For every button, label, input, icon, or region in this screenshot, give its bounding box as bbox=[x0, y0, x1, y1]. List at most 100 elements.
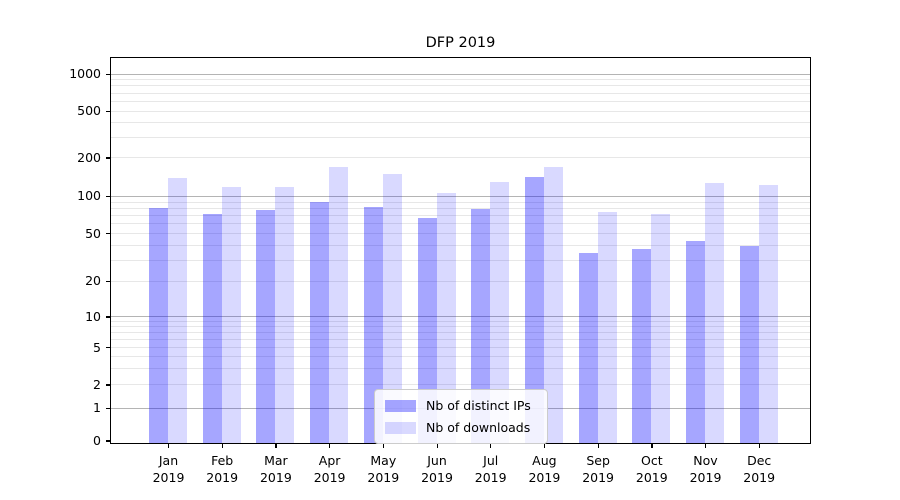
bar-downloads-jan bbox=[168, 178, 187, 443]
x-tick-mark-oct bbox=[651, 444, 653, 448]
x-tick-label-nov: Nov 2019 bbox=[689, 453, 722, 485]
x-tick-mark-jan bbox=[168, 444, 170, 448]
y-tick-mark-20 bbox=[105, 280, 110, 283]
x-tick-label-mar: Mar 2019 bbox=[259, 453, 292, 485]
y-tick-mark-5 bbox=[105, 347, 110, 349]
y-tick-label-1: 1 bbox=[93, 400, 101, 416]
x-tick-label-jun: Jun 2019 bbox=[421, 453, 453, 485]
bar-distinct-ips-oct bbox=[632, 248, 652, 443]
y-tick-label-50: 50 bbox=[85, 225, 101, 241]
gridline-10 bbox=[111, 316, 810, 318]
bar-downloads-oct bbox=[651, 213, 671, 443]
y-tick-label-100: 100 bbox=[77, 188, 101, 204]
x-tick-label-dec: Dec 2019 bbox=[743, 453, 776, 485]
gridline-500 bbox=[111, 110, 810, 112]
x-tick-mark-mar bbox=[275, 444, 277, 448]
x-tick-label-sep: Sep 2019 bbox=[582, 453, 614, 485]
x-tick-mark-aug bbox=[543, 444, 546, 448]
y-tick-label-2: 2 bbox=[93, 376, 101, 392]
bar-downloads-mar bbox=[275, 186, 295, 443]
x-tick-label-feb: Feb 2019 bbox=[206, 453, 239, 485]
gridline-1000 bbox=[111, 73, 810, 75]
gridline-50 bbox=[111, 233, 810, 235]
bar-distinct-ips-feb bbox=[202, 213, 222, 443]
y-tick-mark-200 bbox=[105, 157, 110, 159]
x-tick-mark-apr bbox=[329, 444, 331, 448]
gridline-40 bbox=[111, 244, 810, 246]
plot-area: Nb of distinct IPs Nb of downloads bbox=[110, 57, 811, 444]
y-tick-label-10: 10 bbox=[85, 308, 101, 324]
gridline-80 bbox=[111, 207, 810, 209]
chart-title: DFP 2019 bbox=[425, 35, 496, 51]
legend-swatch-downloads bbox=[385, 421, 416, 434]
x-tick-mark-feb bbox=[221, 444, 223, 448]
gridline-9 bbox=[111, 320, 810, 322]
bar-downloads-aug bbox=[543, 167, 563, 443]
legend-label-distinct-ips: Nb of distinct IPs bbox=[426, 398, 531, 413]
gridline-100 bbox=[111, 195, 810, 197]
y-tick-label-200: 200 bbox=[77, 149, 101, 165]
bar-distinct-ips-mar bbox=[256, 210, 276, 443]
y-tick-label-500: 500 bbox=[77, 103, 101, 119]
x-tick-mark-dec bbox=[758, 444, 760, 448]
bar-distinct-ips-jan bbox=[149, 207, 168, 443]
x-tick-label-oct: Oct 2019 bbox=[635, 453, 668, 485]
x-tick-label-apr: Apr 2019 bbox=[313, 453, 346, 485]
x-tick-mark-sep bbox=[597, 444, 599, 448]
y-tick-label-0: 0 bbox=[93, 432, 101, 448]
gridline-70 bbox=[111, 215, 810, 217]
bar-downloads-feb bbox=[221, 187, 241, 443]
gridline-3 bbox=[111, 367, 810, 369]
x-tick-mark-nov bbox=[705, 444, 707, 448]
x-tick-label-aug: Aug 2019 bbox=[528, 453, 561, 485]
bar-downloads-apr bbox=[329, 166, 349, 443]
y-tick-mark-500 bbox=[105, 110, 110, 112]
gridline-7 bbox=[111, 332, 810, 334]
gridline-90 bbox=[111, 201, 810, 203]
legend-label-downloads: Nb of downloads bbox=[426, 420, 531, 435]
bar-downloads-dec bbox=[758, 185, 778, 443]
gridline-400 bbox=[111, 121, 810, 123]
x-tick-label-jul: Jul 2019 bbox=[474, 453, 507, 485]
gridlines-layer bbox=[111, 58, 810, 443]
bar-distinct-ips-apr bbox=[310, 202, 330, 443]
bar-downloads-jun bbox=[436, 193, 456, 443]
gridline-600 bbox=[111, 100, 810, 102]
bar-distinct-ips-dec bbox=[739, 245, 759, 443]
bar-downloads-nov bbox=[705, 183, 724, 443]
y-tick-label-1000: 1000 bbox=[69, 66, 101, 82]
gridline-2 bbox=[111, 384, 810, 386]
gridline-30 bbox=[111, 259, 810, 261]
gridline-300 bbox=[111, 136, 810, 138]
gridline-700 bbox=[111, 92, 810, 94]
gridline-20 bbox=[111, 280, 810, 282]
x-tick-mark-may bbox=[382, 444, 385, 448]
x-tick-mark-jul bbox=[490, 444, 492, 448]
legend-item-distinct-ips: Nb of distinct IPs bbox=[385, 398, 537, 413]
y-tick-mark-100 bbox=[105, 195, 110, 198]
gridline-6 bbox=[111, 338, 810, 340]
bars-layer bbox=[111, 58, 810, 443]
y-tick-label-5: 5 bbox=[93, 339, 101, 355]
y-tick-mark-1000 bbox=[105, 73, 110, 75]
legend: Nb of distinct IPs Nb of downloads bbox=[374, 389, 548, 444]
gridline-200 bbox=[111, 157, 810, 159]
bar-distinct-ips-nov bbox=[686, 240, 705, 443]
y-tick-mark-10 bbox=[105, 316, 110, 318]
bar-downloads-may bbox=[382, 174, 402, 443]
gridline-4 bbox=[111, 356, 810, 358]
gridline-5 bbox=[111, 347, 810, 349]
y-tick-mark-1 bbox=[105, 407, 110, 409]
y-tick-mark-2 bbox=[105, 384, 110, 386]
bar-downloads-jul bbox=[490, 181, 510, 443]
gridline-900 bbox=[111, 79, 810, 81]
legend-swatch-distinct-ips bbox=[385, 399, 416, 412]
y-tick-mark-50 bbox=[105, 233, 110, 235]
gridline-60 bbox=[111, 223, 810, 225]
x-tick-label-jan: Jan 2019 bbox=[152, 453, 185, 485]
y-tick-label-20: 20 bbox=[85, 273, 101, 289]
gridline-8 bbox=[111, 326, 810, 328]
bar-distinct-ips-jun bbox=[417, 217, 437, 443]
bar-downloads-sep bbox=[597, 211, 617, 443]
